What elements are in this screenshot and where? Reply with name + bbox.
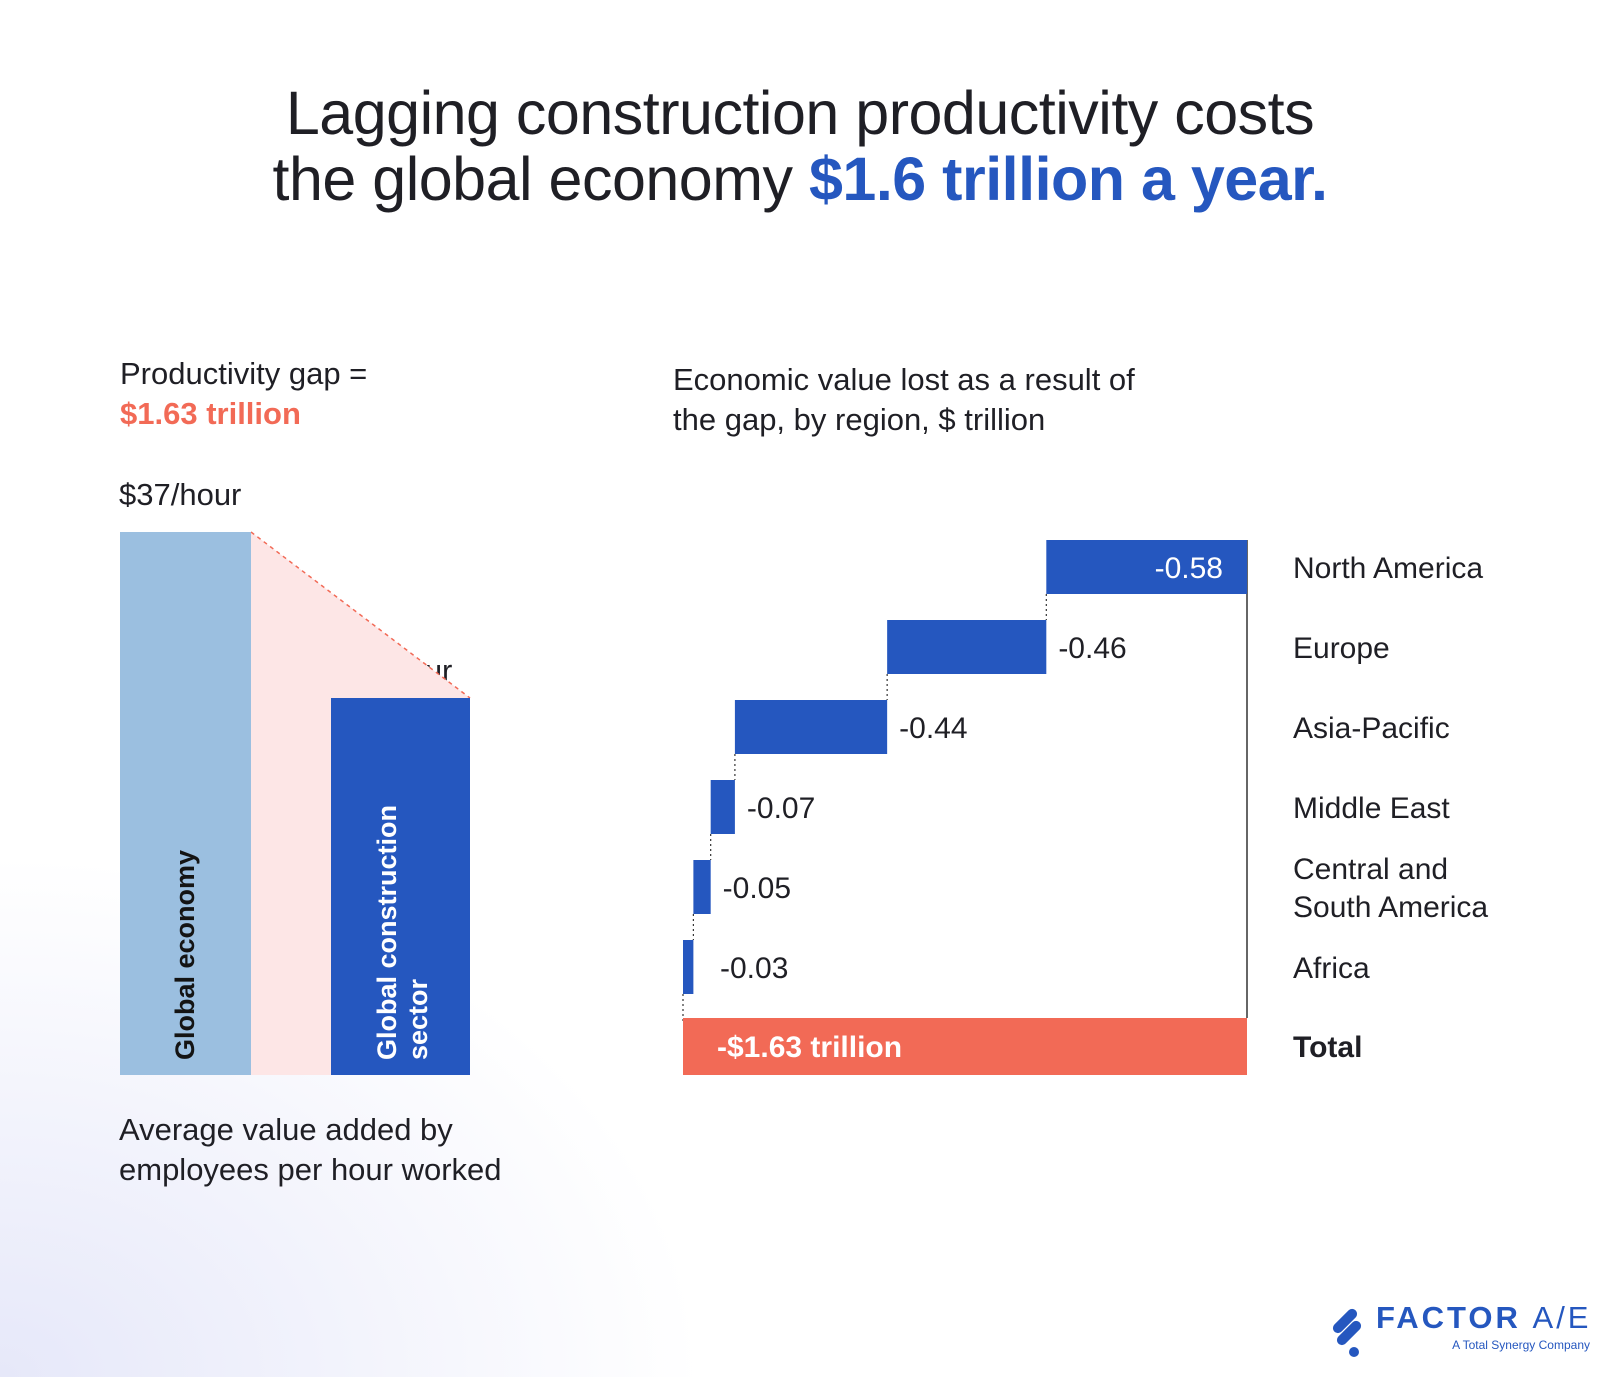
waterfall-category-label: Middle East — [1293, 792, 1450, 825]
logo-brand-bold: FACTOR — [1376, 1300, 1521, 1335]
waterfall-value-label: -0.46 — [1058, 632, 1126, 665]
productivity-gap-caption: Productivity gap = $1.63 trillion — [120, 354, 367, 434]
left-caption-line-1: Average value added by — [119, 1112, 453, 1147]
waterfall-bar — [683, 940, 694, 994]
waterfall-total-category-label: Total — [1293, 1031, 1362, 1064]
waterfall-subtitle: Economic value lost as a result of the g… — [673, 360, 1135, 440]
waterfall-bar — [887, 620, 1047, 674]
logo-wordmark: FACTOR A/E — [1376, 1300, 1591, 1336]
headline-line-2: the global economy $1.6 trillion a year. — [0, 146, 1600, 212]
waterfall-category-label: South America — [1293, 891, 1488, 924]
productivity-gap-value: $1.63 trillion — [120, 396, 301, 431]
waterfall-category-label: Africa — [1293, 952, 1370, 985]
headline-line-2-text: the global economy — [272, 145, 809, 213]
waterfall-value-label: -0.05 — [723, 872, 791, 905]
waterfall-category-label: Central and — [1293, 853, 1448, 886]
waterfall-total-value-label: -$1.63 trillion — [717, 1031, 902, 1064]
productivity-gap-connector — [250, 531, 471, 699]
waterfall-category-label: Europe — [1293, 632, 1390, 665]
factor-ae-logo: FACTOR A/E A Total Synergy Company — [1328, 1300, 1590, 1364]
logo-brand-thin: A/E — [1532, 1300, 1592, 1335]
waterfall-bar — [1046, 540, 1247, 594]
waterfall-value-label: -0.07 — [747, 792, 815, 825]
waterfall-value-label: -0.58 — [1155, 552, 1223, 585]
headline-line-1: Lagging construction productivity costs — [285, 79, 1315, 147]
waterfall-total-bar — [683, 1018, 1247, 1075]
factor-logo-icon — [1332, 1308, 1362, 1357]
waterfall-subtitle-line-1: Economic value lost as a result of — [673, 362, 1135, 397]
logo-tagline: A Total Synergy Company — [1452, 1338, 1590, 1352]
waterfall-bar — [734, 700, 888, 754]
global-economy-rate-label: $37/hour — [119, 477, 242, 512]
left-axis-caption: Average value added by employees per hou… — [119, 1110, 502, 1190]
waterfall-value-label: -0.44 — [899, 712, 967, 745]
productivity-gap-label: Productivity gap = — [120, 356, 368, 391]
global-economy-bar — [120, 532, 251, 1075]
waterfall-category-label: North America — [1293, 552, 1483, 585]
headline: Lagging construction productivity costs … — [0, 80, 1600, 212]
waterfall-category-label: Asia-Pacific — [1293, 712, 1450, 745]
waterfall-value-label: -0.03 — [720, 952, 788, 985]
construction-sector-bar — [331, 698, 470, 1075]
headline-highlight: $1.6 trillion a year. — [809, 145, 1328, 213]
waterfall-bar — [710, 780, 735, 834]
waterfall-subtitle-line-2: the gap, by region, $ trillion — [673, 402, 1046, 437]
waterfall-bar — [693, 860, 711, 914]
left-caption-line-2: employees per hour worked — [119, 1152, 502, 1187]
